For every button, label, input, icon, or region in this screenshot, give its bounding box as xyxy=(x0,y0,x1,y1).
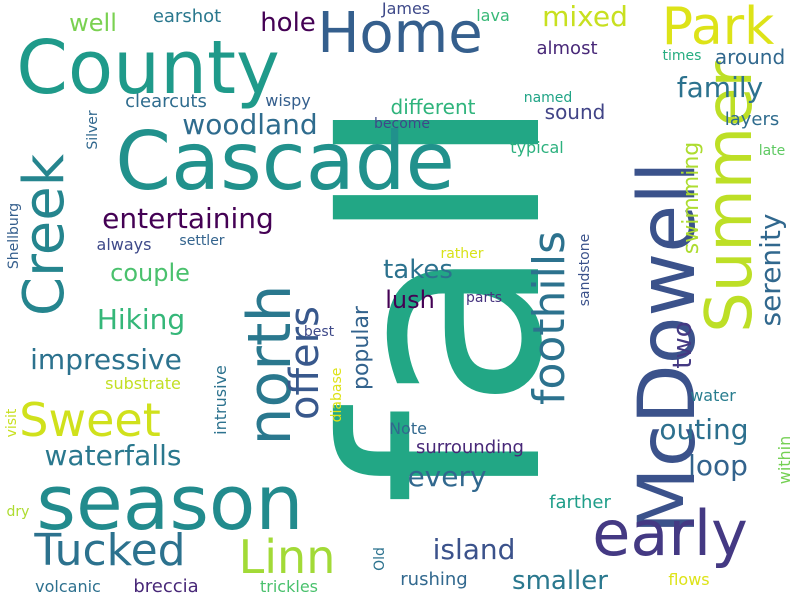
word-surrounding: surrounding xyxy=(416,437,524,458)
word-substrate: substrate xyxy=(105,374,181,393)
word-hiking: Hiking xyxy=(96,303,186,336)
word-best: best xyxy=(303,324,335,340)
word-silver: Silver xyxy=(85,110,101,150)
word-almost: almost xyxy=(536,38,598,59)
word-serenity: serenity xyxy=(754,213,787,327)
word-within: within xyxy=(775,435,794,485)
word-lava: lava xyxy=(476,6,510,25)
word-couple: couple xyxy=(110,259,190,287)
word-shellburg: Shellburg xyxy=(6,202,22,270)
word-sandstone: sandstone xyxy=(577,233,593,307)
word-park: Park xyxy=(661,0,775,57)
word-lush: lush xyxy=(385,286,435,314)
word-county: County xyxy=(16,25,280,111)
word-home: Home xyxy=(317,1,483,66)
word-rather: rather xyxy=(440,246,484,262)
word-impressive: impressive xyxy=(30,343,182,376)
word-cascade: Cascade xyxy=(115,115,455,208)
word-tucked: Tucked xyxy=(34,525,186,576)
word-clearcuts: clearcuts xyxy=(125,91,207,112)
word-trickles: trickles xyxy=(260,577,318,596)
word-wispy: wispy xyxy=(265,91,311,110)
word-family: family xyxy=(676,71,764,104)
word-well: well xyxy=(69,9,117,37)
word-season: season xyxy=(36,458,304,547)
word-rushing: rushing xyxy=(400,569,468,590)
word-flows: flows xyxy=(668,570,710,589)
word-hole: hole xyxy=(260,8,316,38)
word-mixed: mixed xyxy=(542,0,628,33)
word-linn: Linn xyxy=(238,530,336,584)
word-sound: sound xyxy=(544,100,606,124)
word-takes: takes xyxy=(383,255,453,285)
word-water: water xyxy=(690,386,736,405)
word-popular: popular xyxy=(349,306,374,390)
word-volcanic: volcanic xyxy=(35,577,101,596)
word-outing: outing xyxy=(659,413,749,446)
word-parts: parts xyxy=(465,290,503,306)
word-loop: loop xyxy=(688,449,748,482)
word-times: times xyxy=(662,48,702,64)
word-old: Old xyxy=(372,547,388,571)
word-different: different xyxy=(390,95,476,119)
word-sweet: Sweet xyxy=(19,393,161,447)
word-named: named xyxy=(523,90,573,106)
word-diabase: diabase xyxy=(329,367,345,423)
word-entertaining: entertaining xyxy=(102,202,274,235)
word-foothills: foothills xyxy=(524,230,575,406)
word-creek: Creek xyxy=(12,153,77,317)
word-earshot: earshot xyxy=(152,6,222,27)
word-dry: dry xyxy=(6,504,30,520)
word-late: late xyxy=(758,143,786,159)
word-become: become xyxy=(373,116,431,132)
word-settler: settler xyxy=(179,233,225,249)
word-early: early xyxy=(592,497,748,570)
word-typical: typical xyxy=(510,138,564,157)
word-two: two xyxy=(668,321,698,369)
word-woodland: woodland xyxy=(182,108,318,141)
word-james: James xyxy=(381,0,431,18)
word-always: always xyxy=(96,235,152,254)
word-note: Note xyxy=(389,419,427,438)
word-swimming: swimming xyxy=(679,141,704,255)
word-waterfalls: waterfalls xyxy=(44,439,182,472)
word-intrusive: intrusive xyxy=(211,365,230,435)
word-every: every xyxy=(407,460,487,493)
word-island: island xyxy=(432,533,516,566)
word-farther: farther xyxy=(549,492,611,513)
word-visit: visit xyxy=(4,408,20,438)
word-around: around xyxy=(714,45,786,69)
word-layers: layers xyxy=(724,109,780,130)
word-smaller: smaller xyxy=(512,566,608,596)
word-breccia: breccia xyxy=(133,576,199,597)
